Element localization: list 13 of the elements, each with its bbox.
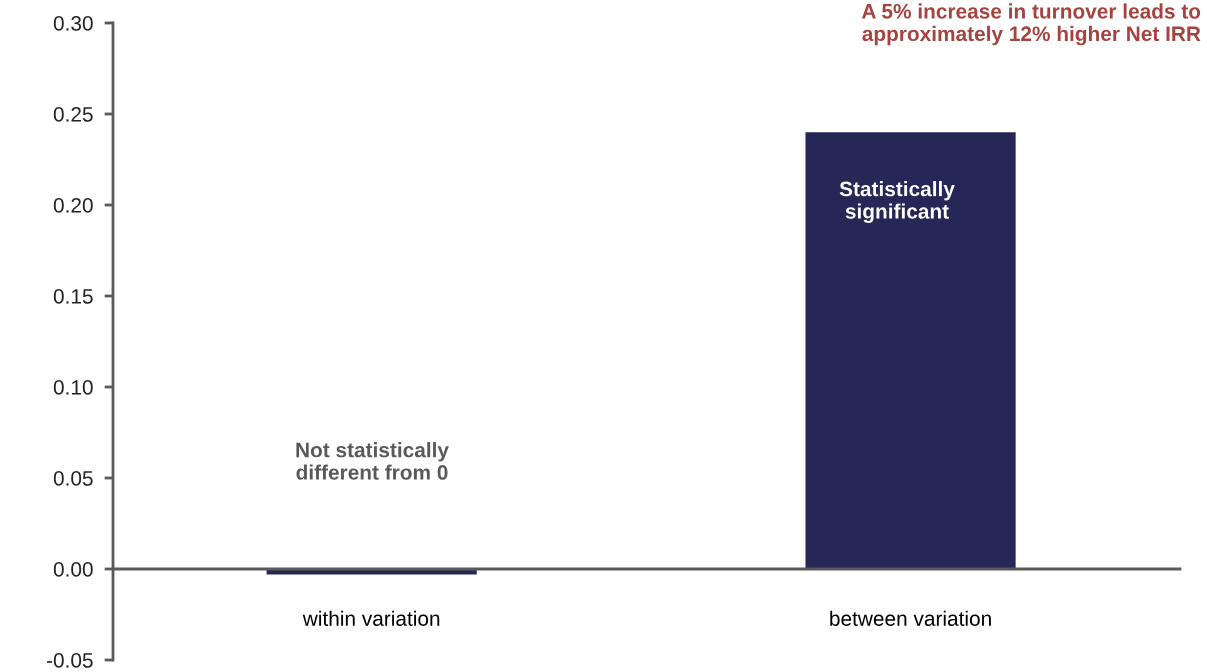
x-tick-label: within variation [302,610,440,626]
y-tick-label: 0.20 [53,198,93,213]
y-tick-label: -0.05 [47,653,93,668]
y-tick-label: 0.25 [53,107,93,122]
annotation: Statistically significant [839,181,955,223]
y-tick-label: 0.05 [53,471,93,486]
y-tick-label: 0.30 [53,16,93,31]
y-tick-label: 0.10 [53,380,93,395]
y-tick-label: 0.00 [53,562,93,577]
annotation: A 5% increase in turnover leads to approximately 12% higher Net IRR [861,3,1201,46]
annotation: Not statistically different from 0 [296,442,449,480]
x-tick-label: between variation [830,610,991,626]
y-tick-label: 0.15 [53,289,93,304]
